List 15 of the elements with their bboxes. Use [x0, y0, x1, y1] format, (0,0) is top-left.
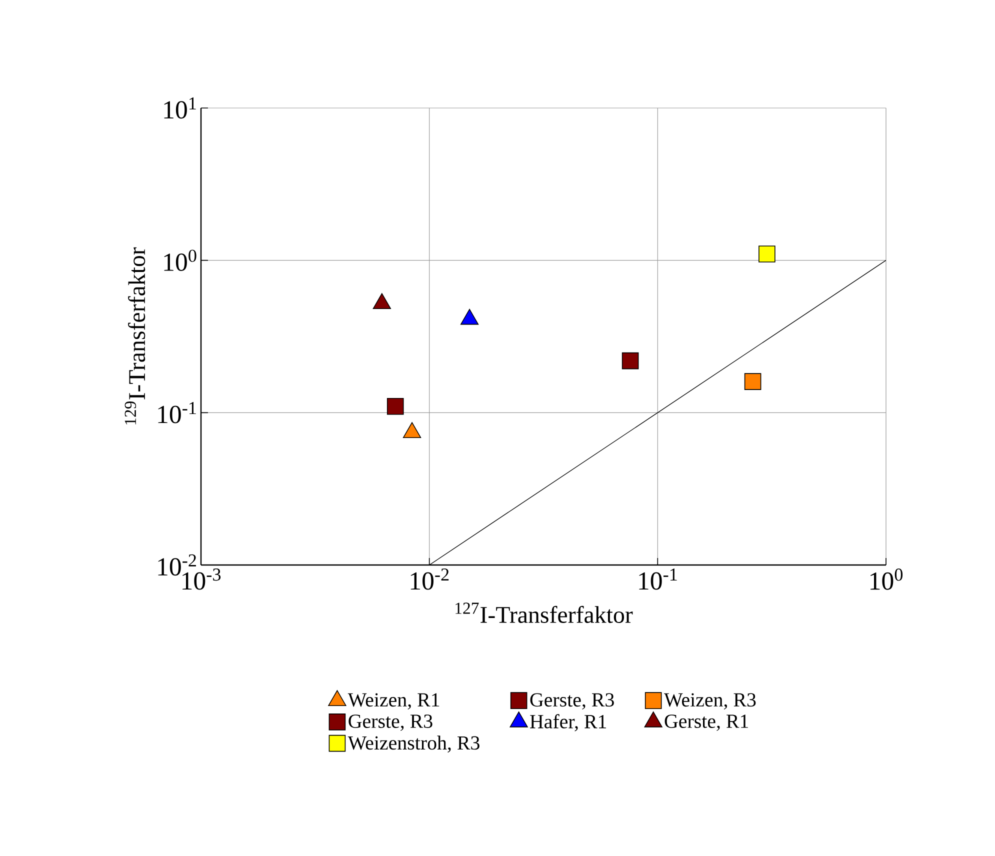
y-tick-label: 10$^{-1}$ [158, 402, 196, 424]
x-tick-label: 10$^{-1}$ [639, 568, 677, 590]
y-tick-label: 10$^{0}$ [164, 250, 196, 271]
x-tick-label: 10$^{-2}$ [410, 568, 449, 590]
x-axis-title: $^{127}$I-Transferfaktor [456, 602, 633, 623]
legend-label: Hafer, R1 [530, 714, 606, 732]
legend-label: Weizen, R1 [348, 693, 440, 710]
legend-label: Weizen, R3 [664, 693, 756, 710]
y-axis-title: $^{129}$I-Transferfaktor [124, 247, 146, 424]
legend-label: Gerste, R3 [348, 714, 432, 731]
legend-label: Gerste, R1 [664, 714, 748, 731]
y-tick-label: 10$^{1}$ [164, 97, 196, 119]
legend-label: Weizenstroh, R3 [348, 736, 480, 753]
x-tick-label: 10$^{0}$ [870, 568, 903, 590]
legend-label: Gerste, R3 [530, 693, 614, 710]
